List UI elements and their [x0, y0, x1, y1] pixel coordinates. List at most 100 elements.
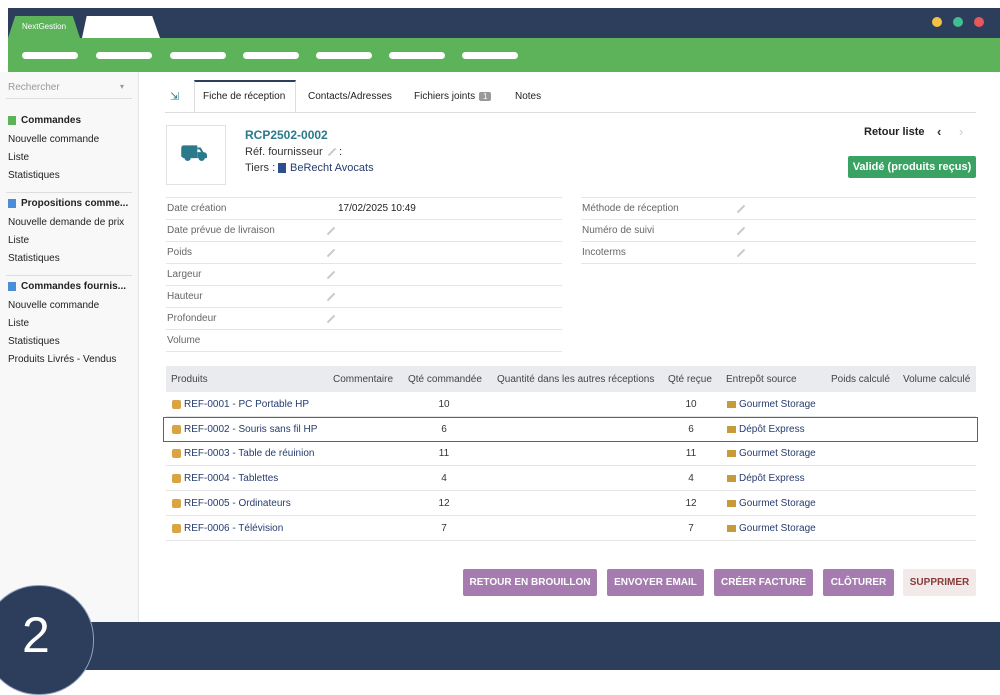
tab-label[interactable]: Notes [515, 91, 542, 102]
tab-label[interactable]: Contacts/Adresses [308, 91, 392, 102]
menu-item[interactable] [389, 52, 445, 59]
field-line [581, 241, 976, 242]
footer-bar [0, 622, 1000, 670]
field-label: Poids [167, 247, 193, 258]
field-label: Date prévue de livraison [167, 225, 275, 236]
action-button[interactable]: ENVOYER EMAIL [607, 569, 704, 596]
action-button[interactable]: SUPPRIMER [903, 569, 976, 596]
pen-icon[interactable] [736, 204, 746, 214]
column-header: Qté reçue [668, 374, 712, 385]
menu-link[interactable]: Nouvelle commande [8, 134, 100, 145]
qty-received: 12 [685, 497, 697, 509]
menu-item[interactable] [170, 52, 226, 59]
menu-link[interactable]: Produits Livrés - Vendus [8, 354, 117, 365]
menu-item[interactable] [22, 52, 78, 59]
field-line [166, 263, 562, 264]
product-link[interactable]: REF-0003 - Table de réuinion [184, 448, 315, 460]
menu-link[interactable]: Liste [8, 235, 30, 246]
next-arrow[interactable]: › [959, 124, 964, 139]
warehouse-link[interactable]: Gourmet Storage [739, 399, 816, 410]
warehouse-icon [727, 499, 736, 507]
product-icon [172, 400, 181, 409]
menu-link[interactable]: Statistiques [8, 253, 60, 264]
menu-link[interactable]: Liste [8, 152, 30, 163]
menu-link[interactable]: Statistiques [8, 336, 60, 347]
field-line [166, 285, 562, 286]
app-tab[interactable] [8, 16, 80, 38]
record-image [166, 125, 226, 185]
product-icon [172, 424, 181, 434]
tab-label[interactable]: Fiche de réception [203, 91, 286, 102]
menu-item[interactable] [96, 52, 152, 59]
pen-icon[interactable] [326, 226, 336, 236]
pen-icon[interactable] [326, 314, 336, 324]
column-header: Volume calculé [903, 374, 971, 385]
record-ref: RCP2502-0002 [245, 128, 328, 142]
warehouse-link[interactable]: Dépôt Express [739, 473, 805, 485]
section-title[interactable]: Propositions comme... [21, 198, 129, 209]
tab-line [165, 112, 976, 113]
action-button[interactable]: CLÔTURER [823, 569, 894, 596]
pen-icon[interactable] [326, 270, 336, 280]
pen-icon[interactable] [327, 147, 337, 157]
action-button[interactable]: RETOUR EN BROUILLON [463, 569, 597, 596]
product-link[interactable]: REF-0006 - Télévision [184, 522, 284, 534]
menu-link[interactable]: Statistiques [8, 170, 60, 181]
row-line [166, 514, 976, 516]
menu-item[interactable] [243, 52, 299, 59]
menu-item[interactable] [462, 52, 518, 59]
pen-icon[interactable] [326, 248, 336, 258]
menu-item[interactable] [316, 52, 372, 59]
product-link[interactable]: REF-0002 - Souris sans fil HP [184, 423, 318, 435]
warehouse-icon [727, 425, 736, 433]
window-dot[interactable] [974, 17, 984, 27]
screen: NextGestion ⇲ ⛟ 2 (() => { const data = … [0, 8, 1000, 695]
back-link[interactable]: Retour liste [864, 126, 925, 138]
qty-ordered: 10 [438, 399, 450, 410]
product-icon [172, 498, 181, 508]
field-label: Numéro de suivi [582, 225, 655, 236]
window-dot[interactable] [953, 17, 963, 27]
warehouse-link[interactable]: Gourmet Storage [739, 448, 816, 460]
window-dot[interactable] [932, 17, 942, 27]
page: NextGestion {"app": {"name": "NextGestio… [0, 8, 1000, 695]
field-label: Largeur [167, 269, 202, 280]
row-line [166, 490, 976, 492]
search-caret[interactable]: ▾ [120, 82, 125, 91]
menu-link[interactable]: Nouvelle commande [8, 300, 100, 311]
warehouse-link[interactable]: Dépôt Express [739, 423, 805, 435]
qty-ordered: 11 [438, 448, 450, 460]
column-header: Qté commandée [408, 374, 482, 385]
third-party-label: Tiers : [245, 162, 276, 174]
product-link[interactable]: REF-0004 - Tablettes [184, 473, 279, 485]
prev-arrow[interactable]: ‹ [937, 124, 942, 139]
field-line [581, 263, 976, 264]
field-line [166, 241, 562, 242]
qty-received: 10 [685, 399, 697, 410]
menu-link[interactable]: Nouvelle demande de prix [8, 217, 125, 228]
field-line [581, 219, 976, 220]
warehouse-icon [727, 475, 736, 483]
title-bar [8, 8, 1000, 38]
search-input[interactable]: Rechercher [8, 82, 60, 93]
new-tab[interactable] [82, 16, 160, 38]
product-link[interactable]: REF-0005 - Ordinateurs [184, 497, 291, 509]
section-title[interactable]: Commandes fournis... [21, 281, 127, 292]
action-button[interactable]: CRÉER FACTURE [714, 569, 813, 596]
qty-received: 11 [685, 448, 697, 460]
product-link[interactable]: REF-0001 - PC Portable HP [184, 399, 310, 410]
tab-badge: 1 [479, 92, 492, 101]
pen-icon[interactable] [326, 292, 336, 302]
field-line [581, 197, 976, 198]
warehouse-link[interactable]: Gourmet Storage [739, 522, 816, 534]
tab-label[interactable]: Fichiers joints [414, 91, 476, 102]
menu-link[interactable]: Liste [8, 318, 30, 329]
third-party[interactable]: BeRecht Avocats [290, 162, 374, 174]
pen-icon[interactable] [736, 226, 746, 236]
qty-received: 4 [688, 473, 694, 485]
section-title[interactable]: Commandes [21, 115, 82, 126]
pen-icon[interactable] [736, 248, 746, 258]
tab-icon[interactable]: ⇲ [170, 91, 180, 103]
warehouse-link[interactable]: Gourmet Storage [739, 497, 816, 509]
field-label: Volume [167, 335, 201, 346]
